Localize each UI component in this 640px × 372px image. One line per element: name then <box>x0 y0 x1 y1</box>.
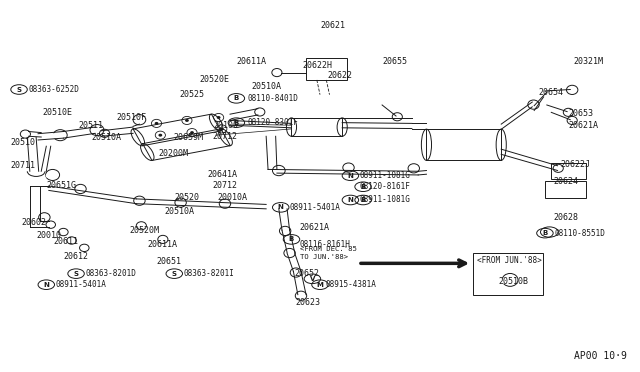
Text: 20611A: 20611A <box>236 57 266 66</box>
Text: 08120-8301F: 08120-8301F <box>247 118 298 127</box>
Ellipse shape <box>159 134 162 137</box>
Bar <box>426 129 501 160</box>
Bar <box>551 163 586 179</box>
Text: M: M <box>317 282 323 288</box>
Text: 20651G: 20651G <box>46 181 76 190</box>
Text: 20200M: 20200M <box>159 149 188 158</box>
Bar <box>291 118 342 136</box>
Text: 08110-8551D: 08110-8551D <box>554 229 605 238</box>
Text: B: B <box>234 95 239 101</box>
Text: 20510: 20510 <box>11 138 36 147</box>
Text: 20653: 20653 <box>568 109 593 118</box>
Text: 20602: 20602 <box>21 218 46 227</box>
Text: 08911-5401A: 08911-5401A <box>55 280 106 289</box>
Text: 20624: 20624 <box>553 177 578 186</box>
Ellipse shape <box>217 116 221 119</box>
Ellipse shape <box>51 133 57 139</box>
Text: 20628: 20628 <box>553 213 578 222</box>
Text: N: N <box>348 197 353 203</box>
Text: 20659M: 20659M <box>173 133 203 142</box>
Text: 20652: 20652 <box>294 269 319 278</box>
Text: N: N <box>348 173 353 179</box>
Text: B: B <box>234 120 239 126</box>
Text: 08363-8201I: 08363-8201I <box>184 269 235 278</box>
Text: S: S <box>172 271 177 277</box>
Text: N: N <box>278 204 284 210</box>
Text: 08363-8201D: 08363-8201D <box>86 269 136 278</box>
Ellipse shape <box>220 128 224 131</box>
Text: 20520M: 20520M <box>130 227 160 235</box>
Text: 20520: 20520 <box>174 193 199 202</box>
Text: 20510B: 20510B <box>499 277 529 286</box>
Text: 20711: 20711 <box>11 161 36 170</box>
Text: 20321M: 20321M <box>573 57 604 66</box>
Text: 20100: 20100 <box>214 121 239 130</box>
Text: <FROM DEC.'85: <FROM DEC.'85 <box>300 246 356 252</box>
Text: 20525: 20525 <box>179 90 204 99</box>
Text: 20510E: 20510E <box>42 108 72 117</box>
Text: 20651: 20651 <box>157 257 182 266</box>
Text: 20712: 20712 <box>212 182 237 190</box>
Text: 20511: 20511 <box>78 121 103 130</box>
Bar <box>545 181 586 198</box>
Ellipse shape <box>45 173 52 178</box>
Text: 20510A: 20510A <box>164 206 195 215</box>
Text: 08915-4381A: 08915-4381A <box>325 280 376 289</box>
Text: 20510A: 20510A <box>92 133 122 142</box>
Ellipse shape <box>190 131 194 134</box>
Text: 20520E: 20520E <box>200 75 230 84</box>
Text: 20655: 20655 <box>382 57 407 66</box>
Text: 20510F: 20510F <box>116 113 146 122</box>
Ellipse shape <box>500 278 507 284</box>
Text: 20621A: 20621A <box>300 223 330 232</box>
Text: 08911-1081G: 08911-1081G <box>359 171 410 180</box>
Text: 20712: 20712 <box>212 132 237 141</box>
Text: TO JUN.'88>: TO JUN.'88> <box>300 254 348 260</box>
Text: 08363-6252D: 08363-6252D <box>29 85 79 94</box>
Bar <box>474 253 543 295</box>
Text: N: N <box>44 282 49 288</box>
Text: 20654: 20654 <box>539 87 564 97</box>
Text: B: B <box>360 197 365 203</box>
Text: 20611: 20611 <box>54 237 79 247</box>
Text: S: S <box>74 271 79 277</box>
Text: <FROM JUN.'88>: <FROM JUN.'88> <box>477 256 542 265</box>
Text: 20510A: 20510A <box>252 82 282 91</box>
Text: 08120-8161F: 08120-8161F <box>359 182 410 191</box>
Text: B: B <box>542 230 548 236</box>
Text: V: V <box>310 276 315 282</box>
Text: S: S <box>17 87 22 93</box>
Text: AP00 10·9: AP00 10·9 <box>575 351 627 361</box>
Text: 20621A: 20621A <box>568 121 598 130</box>
Text: 08110-8401D: 08110-8401D <box>247 94 298 103</box>
Text: 20612: 20612 <box>63 252 88 261</box>
Text: 20622J: 20622J <box>561 160 591 169</box>
Text: 20010A: 20010A <box>218 193 247 202</box>
Text: B: B <box>289 236 294 243</box>
Text: 20622: 20622 <box>328 71 353 80</box>
Ellipse shape <box>155 122 159 125</box>
Text: 20622H: 20622H <box>302 61 332 70</box>
Ellipse shape <box>185 119 189 122</box>
Text: B: B <box>360 184 365 190</box>
Text: 08911-5401A: 08911-5401A <box>289 203 340 212</box>
Bar <box>306 58 348 80</box>
Text: 20611A: 20611A <box>148 240 178 249</box>
Text: 20010: 20010 <box>36 231 61 240</box>
Text: 20621: 20621 <box>320 21 345 30</box>
Text: 08116-8161H: 08116-8161H <box>300 240 351 249</box>
Text: 08911-1081G: 08911-1081G <box>359 196 410 205</box>
Text: 20641A: 20641A <box>207 170 237 179</box>
Text: 20623: 20623 <box>296 298 321 307</box>
